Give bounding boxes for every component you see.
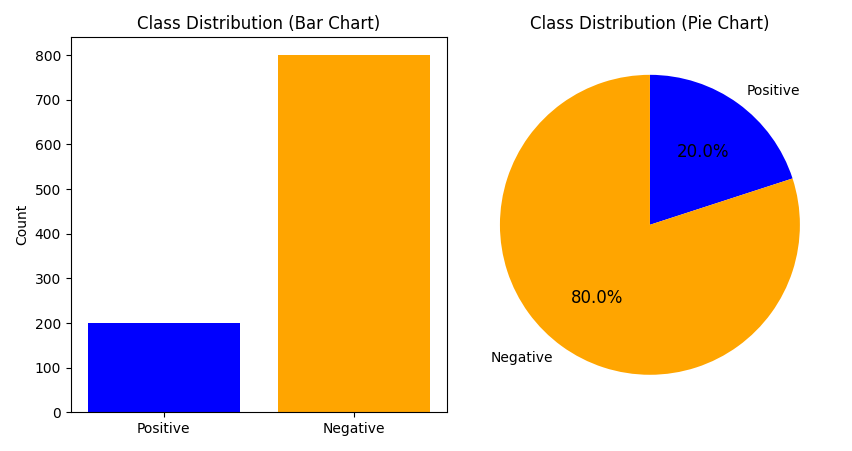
Bar: [278, 55, 429, 412]
Text: 20.0%: 20.0%: [676, 143, 728, 161]
Wedge shape: [649, 75, 792, 225]
Text: Positive: Positive: [746, 84, 799, 98]
Wedge shape: [499, 75, 799, 375]
Title: Class Distribution (Bar Chart): Class Distribution (Bar Chart): [137, 15, 380, 33]
Title: Class Distribution (Pie Chart): Class Distribution (Pie Chart): [530, 15, 769, 33]
Text: 80.0%: 80.0%: [570, 289, 623, 307]
Bar: [88, 323, 239, 412]
Y-axis label: Count: Count: [15, 204, 29, 245]
Text: Negative: Negative: [490, 351, 552, 365]
